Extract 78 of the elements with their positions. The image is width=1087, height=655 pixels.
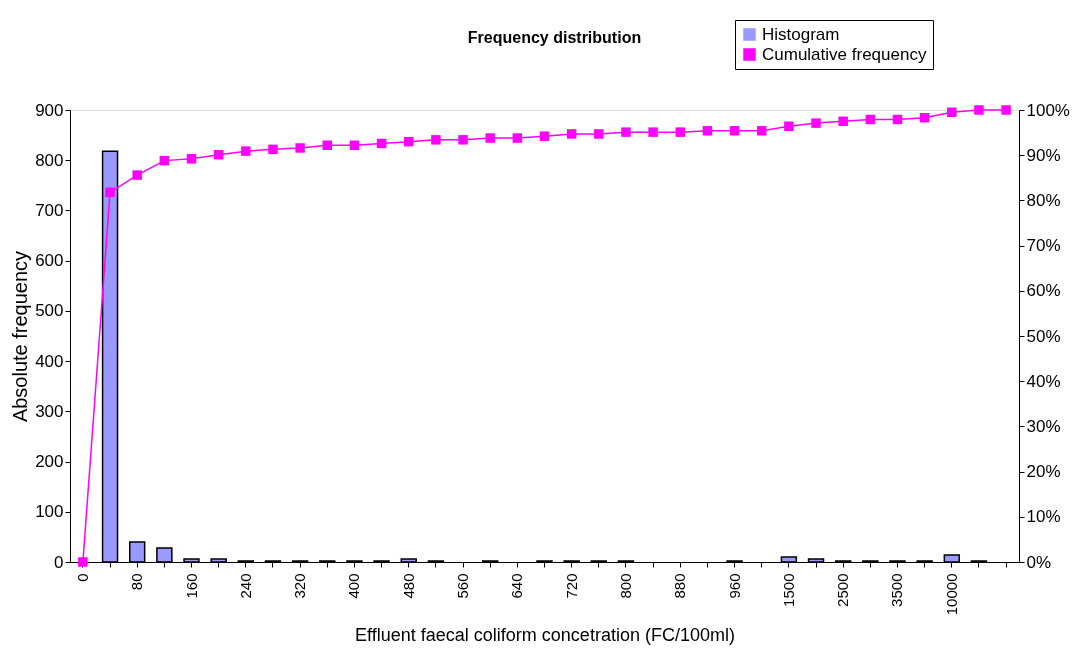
point bbox=[947, 107, 957, 117]
y2-tick-label: 0% bbox=[1026, 552, 1052, 572]
point bbox=[241, 146, 251, 156]
x-tick-label: 960 bbox=[725, 573, 743, 599]
y-tick-label: 400 bbox=[35, 351, 64, 371]
x-tick-label: 800 bbox=[616, 573, 634, 599]
x-axis-title: Effluent faecal coliform concetration (FC/100ml) bbox=[355, 625, 735, 646]
point bbox=[919, 112, 930, 123]
point bbox=[485, 133, 495, 143]
x-tick-label: 80 bbox=[128, 573, 146, 591]
x-tick-label: 10000 bbox=[942, 573, 960, 616]
y2-tick-label: 20% bbox=[1026, 462, 1061, 482]
y-tick-label: 800 bbox=[35, 150, 64, 170]
point bbox=[295, 143, 305, 153]
point bbox=[431, 135, 441, 145]
x-tick-label: 2500 bbox=[834, 573, 852, 607]
y2-tick-label: 90% bbox=[1026, 145, 1061, 165]
y2-tick-label: 80% bbox=[1026, 190, 1061, 210]
x-tick-label: 320 bbox=[291, 573, 309, 599]
y2-tick-label: 100% bbox=[1026, 100, 1070, 120]
point bbox=[78, 557, 88, 567]
point bbox=[838, 116, 848, 127]
point bbox=[268, 144, 278, 155]
x-tick-label: 0 bbox=[73, 573, 91, 582]
chart-title: Frequency distribution bbox=[467, 29, 642, 46]
point bbox=[892, 114, 903, 125]
point bbox=[132, 170, 142, 180]
y2-tick-label: 50% bbox=[1026, 326, 1061, 346]
point bbox=[648, 127, 658, 137]
y-tick-label: 0 bbox=[54, 552, 64, 572]
y2-tick-label: 10% bbox=[1026, 507, 1061, 527]
point bbox=[512, 133, 523, 143]
point bbox=[458, 135, 468, 145]
point bbox=[784, 121, 794, 132]
y-tick-label: 300 bbox=[35, 401, 64, 421]
point bbox=[675, 127, 686, 137]
point bbox=[213, 150, 224, 160]
point bbox=[702, 126, 713, 136]
y-tick-label: 100 bbox=[35, 502, 64, 522]
point bbox=[322, 140, 333, 150]
point bbox=[621, 127, 631, 137]
y-tick-label: 500 bbox=[35, 301, 64, 321]
point bbox=[539, 131, 550, 141]
point bbox=[403, 136, 414, 147]
legend-label: Cumulative frequency bbox=[762, 44, 927, 64]
y-tick-label: 600 bbox=[35, 251, 64, 271]
x-tick-label: 480 bbox=[399, 573, 417, 599]
y2-tick-label: 70% bbox=[1026, 236, 1061, 256]
point bbox=[159, 155, 170, 166]
point bbox=[756, 126, 767, 136]
x-tick-label: 880 bbox=[671, 573, 689, 599]
x-tick-label: 1500 bbox=[779, 573, 797, 607]
point bbox=[376, 138, 387, 149]
y-tick-label: 200 bbox=[35, 452, 64, 472]
y-tick-label: 900 bbox=[35, 100, 64, 120]
x-tick-label: 160 bbox=[182, 573, 200, 599]
legend-label: Histogram bbox=[762, 24, 840, 44]
y2-tick-label: 40% bbox=[1026, 371, 1061, 391]
point bbox=[186, 154, 197, 164]
point bbox=[1001, 105, 1011, 115]
y-axis-title: Absolute frequency bbox=[9, 250, 32, 423]
x-tick-label: 720 bbox=[562, 573, 580, 599]
x-tick-label: 240 bbox=[236, 573, 254, 599]
point bbox=[566, 129, 577, 139]
point bbox=[105, 187, 115, 198]
x-tick-label: 400 bbox=[345, 573, 363, 599]
x-tick-label: 640 bbox=[508, 573, 526, 599]
point bbox=[594, 129, 604, 139]
point bbox=[349, 140, 360, 150]
point bbox=[729, 126, 740, 136]
y-tick-label: 700 bbox=[35, 200, 64, 220]
y2-tick-label: 60% bbox=[1026, 281, 1061, 301]
point bbox=[974, 105, 984, 115]
x-tick-label: 3500 bbox=[888, 573, 906, 607]
point bbox=[865, 114, 876, 125]
point bbox=[811, 118, 821, 128]
x-tick-label: 560 bbox=[454, 573, 472, 599]
y2-tick-label: 30% bbox=[1026, 416, 1061, 436]
